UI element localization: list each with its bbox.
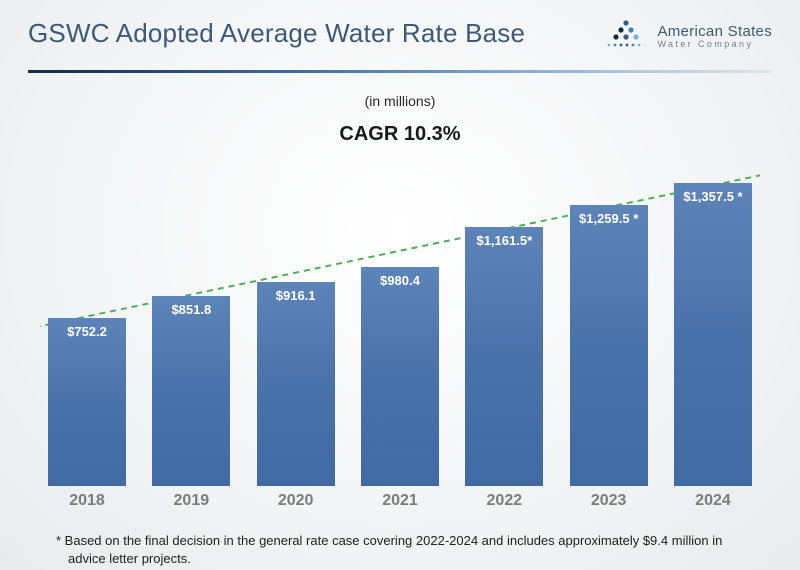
bar-slot: $1,161.5*	[461, 156, 547, 486]
footnote: * Based on the final decision in the gen…	[56, 532, 744, 567]
bar: $851.8	[152, 296, 230, 486]
bar-value-label: $980.4	[380, 273, 420, 288]
bar: $752.2	[48, 318, 126, 486]
x-tick: 2023	[566, 492, 652, 510]
bar: $1,161.5*	[465, 227, 543, 486]
bar-slot: $1,259.5 *	[566, 156, 652, 486]
bar: $916.1	[257, 282, 335, 486]
bar-value-label: $1,161.5*	[476, 233, 532, 248]
header: GSWC Adopted Average Water Rate Base Ame…	[0, 0, 800, 56]
x-tick: 2021	[357, 492, 443, 510]
bar-slot: $752.2	[44, 156, 130, 486]
x-tick: 2020	[253, 492, 339, 510]
logo-line1: American States	[657, 24, 772, 40]
header-divider	[28, 70, 772, 73]
company-logo: American States Water Company	[605, 18, 772, 56]
x-tick: 2018	[44, 492, 130, 510]
bar-slot: $1,357.5 *	[670, 156, 756, 486]
bar-slot: $851.8	[148, 156, 234, 486]
x-axis: 2018 2019 2020 2021 2022 2023 2024	[40, 492, 760, 510]
water-drops-icon	[605, 18, 647, 56]
x-tick: 2019	[148, 492, 234, 510]
logo-text: American States Water Company	[657, 24, 772, 51]
page-title: GSWC Adopted Average Water Rate Base	[28, 18, 525, 49]
cagr-label: CAGR 10.3%	[0, 123, 800, 146]
x-tick: 2022	[461, 492, 547, 510]
bar-value-label: $752.2	[67, 324, 107, 339]
bar-slot: $916.1	[253, 156, 339, 486]
bar-chart: $752.2 $851.8 $916.1 $980.4 $1,161.5* $1,259.…	[40, 156, 760, 486]
bar-value-label: $851.8	[171, 302, 211, 317]
bar-slot: $980.4	[357, 156, 443, 486]
bars-container: $752.2 $851.8 $916.1 $980.4 $1,161.5* $1,259.…	[40, 156, 760, 486]
bar: $1,259.5 *	[570, 205, 648, 486]
bar: $980.4	[361, 267, 439, 486]
bar-value-label: $916.1	[276, 288, 316, 303]
bar-value-label: $1,259.5 *	[579, 211, 638, 226]
bar-value-label: $1,357.5 *	[683, 189, 742, 204]
logo-line2: Water Company	[657, 39, 772, 50]
x-tick: 2024	[670, 492, 756, 510]
bar: $1,357.5 *	[674, 183, 752, 486]
subtitle: (in millions)	[0, 93, 800, 109]
